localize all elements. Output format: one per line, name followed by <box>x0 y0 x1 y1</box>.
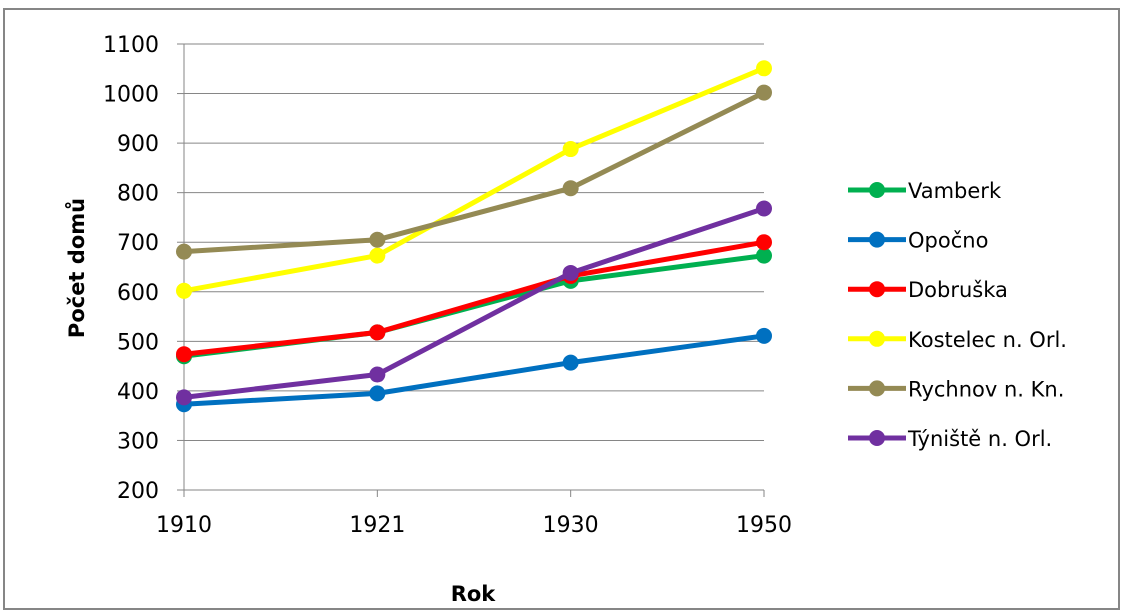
legend-item: Kostelec n. Orl. <box>848 328 1067 352</box>
series-lines <box>176 60 772 413</box>
legend-label: Kostelec n. Orl. <box>908 328 1067 352</box>
x-axis-title: Rok <box>451 582 497 606</box>
y-tick-label: 600 <box>117 281 159 306</box>
data-point <box>369 366 386 383</box>
data-point <box>369 231 386 248</box>
series-line <box>181 65 767 294</box>
data-point <box>176 243 192 260</box>
y-tick-label: 1000 <box>103 83 159 108</box>
y-tick-label: 400 <box>117 380 159 405</box>
axes: 200 300 400 500 600 700 800 900 1000 1100 1910 1921… <box>103 33 792 538</box>
data-point <box>756 327 772 344</box>
x-tick-label: 1930 <box>543 513 599 538</box>
data-point <box>756 200 772 217</box>
data-point <box>176 389 192 406</box>
legend-swatch-marker <box>869 281 885 298</box>
y-axis-title: Počet domů <box>65 198 89 338</box>
data-point <box>176 346 192 363</box>
series-kostelec-n-orl- <box>176 60 772 299</box>
data-point <box>369 247 386 264</box>
series-line <box>181 239 767 357</box>
legend-item: Týniště n. Orl. <box>848 427 1052 451</box>
data-point <box>756 234 772 251</box>
series-rychnov-n-kn- <box>176 84 772 260</box>
legend-swatch-marker <box>869 182 885 198</box>
series-dobru-ka <box>176 234 772 363</box>
y-tick-label: 700 <box>117 231 159 256</box>
y-tick-label: 800 <box>117 182 159 207</box>
y-tick-label: 500 <box>117 330 159 355</box>
legend-swatch-marker <box>869 330 885 347</box>
legend-swatch-marker <box>869 231 885 248</box>
series-line <box>181 206 767 400</box>
legend-item: Opočno <box>848 229 988 253</box>
data-point <box>176 282 192 299</box>
series-line <box>181 90 767 255</box>
data-point <box>369 324 386 341</box>
legend-item: Vamberk <box>848 179 1002 203</box>
data-point <box>369 385 386 402</box>
y-tick-label: 300 <box>117 429 159 454</box>
data-point <box>756 84 772 101</box>
data-point <box>756 60 772 77</box>
legend-label: Dobruška <box>908 278 1008 302</box>
legend-label: Týniště n. Orl. <box>907 427 1052 451</box>
x-tick-label: 1921 <box>349 513 405 538</box>
legend-label: Opočno <box>908 229 988 253</box>
series-opo-no <box>176 327 772 413</box>
data-point <box>562 180 579 197</box>
legend-swatch-marker <box>869 380 885 397</box>
legend-label: Rychnov n. Kn. <box>908 377 1064 401</box>
data-point <box>562 354 579 371</box>
data-point <box>756 247 772 264</box>
chart-area <box>3 8 1120 610</box>
x-tick-label: 1950 <box>736 513 792 538</box>
legend-item: Rychnov n. Kn. <box>848 377 1064 401</box>
y-tick-label: 900 <box>117 132 159 157</box>
series-line <box>181 333 767 407</box>
y-tick-label: 1100 <box>103 33 159 58</box>
series-t-ni-t-n-orl- <box>176 200 772 406</box>
legend-swatch-marker <box>869 430 885 446</box>
legend-label: Vamberk <box>908 179 1002 203</box>
legend-item: Dobruška <box>848 278 1008 302</box>
data-point <box>562 264 579 281</box>
y-tick-label: 200 <box>117 479 159 504</box>
data-point <box>562 141 579 158</box>
legend: Vamberk Opočno Dobruška Kostelec n. Orl. Ryc… <box>848 179 1067 451</box>
x-tick-label: 1910 <box>156 513 212 538</box>
